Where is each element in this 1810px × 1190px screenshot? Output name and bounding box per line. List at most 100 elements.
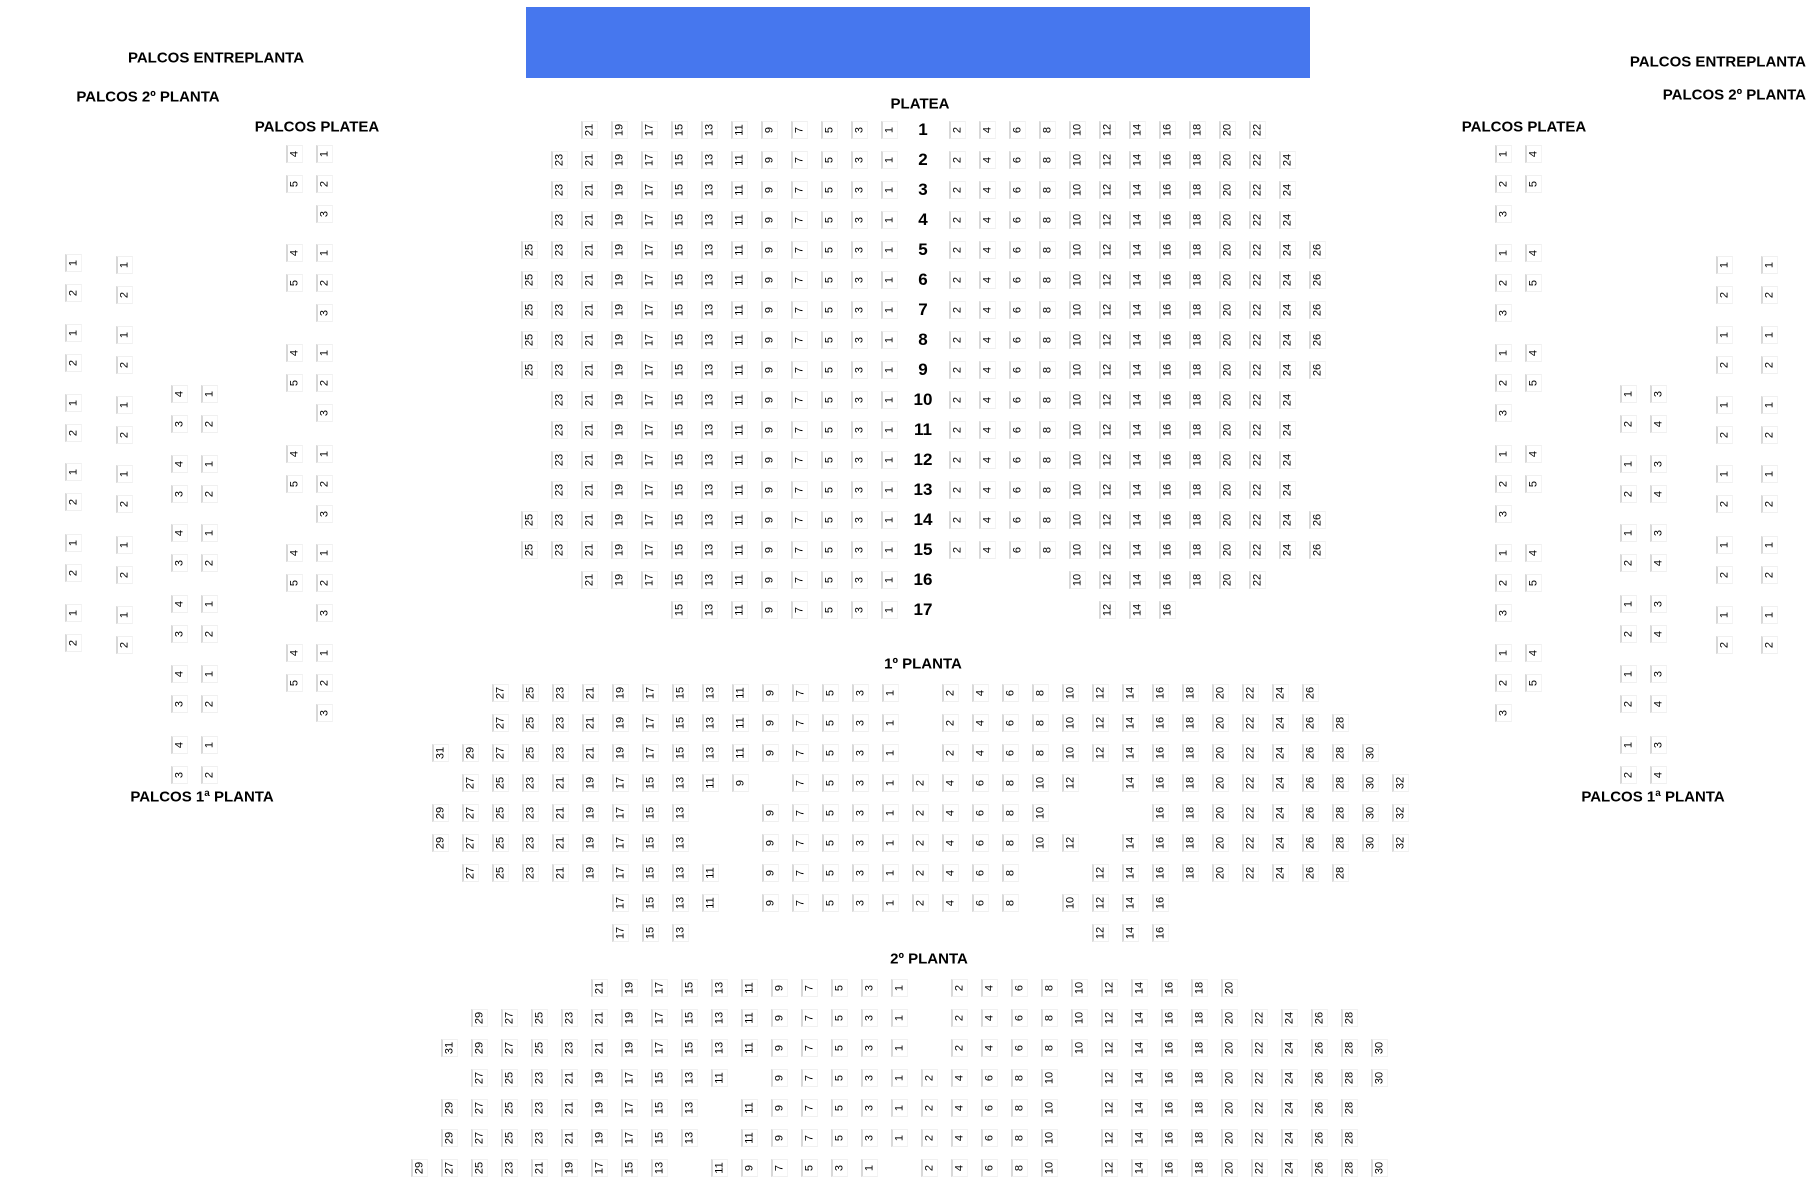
seat-planta-1-18[interactable]: 18 <box>1182 714 1199 732</box>
seat-platea-9[interactable]: 9 <box>761 421 778 439</box>
seat-palcos-2-planta-left-box5-1[interactable]: 1 <box>65 534 82 552</box>
seat-platea-12[interactable]: 12 <box>1099 241 1116 259</box>
seat-platea-11[interactable]: 11 <box>731 421 748 439</box>
seat-palcos-1-planta-right-box4-2[interactable]: 2 <box>1620 625 1637 643</box>
seat-platea-26[interactable]: 26 <box>1309 541 1326 559</box>
seat-planta-2-15[interactable]: 15 <box>651 1069 668 1087</box>
seat-platea-14[interactable]: 14 <box>1129 181 1146 199</box>
seat-platea-5[interactable]: 5 <box>821 181 838 199</box>
seat-palcos-1-planta-right-box3-1[interactable]: 1 <box>1620 524 1637 542</box>
seat-platea-15[interactable]: 15 <box>671 481 688 499</box>
seat-planta-2-15[interactable]: 15 <box>621 1159 638 1177</box>
seat-palcos-platea-left-box3-2[interactable]: 2 <box>316 374 333 392</box>
seat-planta-1-28[interactable]: 28 <box>1332 864 1349 882</box>
seat-planta-1-12[interactable]: 12 <box>1092 894 1109 912</box>
seat-planta-1-6[interactable]: 6 <box>972 804 989 822</box>
seat-planta-1-21[interactable]: 21 <box>552 804 569 822</box>
seat-planta-1-3[interactable]: 3 <box>852 804 869 822</box>
seat-planta-1-6[interactable]: 6 <box>972 894 989 912</box>
seat-planta-2-3[interactable]: 3 <box>861 1039 878 1057</box>
seat-platea-18[interactable]: 18 <box>1189 571 1206 589</box>
seat-platea-12[interactable]: 12 <box>1099 151 1116 169</box>
seat-platea-23[interactable]: 23 <box>551 181 568 199</box>
seat-planta-1-27[interactable]: 27 <box>462 834 479 852</box>
seat-planta-1-11[interactable]: 11 <box>732 684 749 702</box>
seat-platea-7[interactable]: 7 <box>791 271 808 289</box>
seat-platea-4[interactable]: 4 <box>979 301 996 319</box>
seat-platea-25[interactable]: 25 <box>521 301 538 319</box>
seat-platea-17[interactable]: 17 <box>641 151 658 169</box>
seat-platea-3[interactable]: 3 <box>851 451 868 469</box>
seat-platea-18[interactable]: 18 <box>1189 181 1206 199</box>
seat-platea-19[interactable]: 19 <box>611 211 628 229</box>
seat-planta-2-5[interactable]: 5 <box>831 979 848 997</box>
seat-platea-5[interactable]: 5 <box>821 421 838 439</box>
seat-planta-1-2[interactable]: 2 <box>942 684 959 702</box>
seat-palcos-platea-right-box1-4[interactable]: 4 <box>1525 145 1542 163</box>
seat-palcos-platea-right-box3-5[interactable]: 5 <box>1525 374 1542 392</box>
seat-palcos-platea-left-box3-4[interactable]: 4 <box>286 344 303 362</box>
seat-planta-1-14[interactable]: 14 <box>1122 714 1139 732</box>
seat-platea-17[interactable]: 17 <box>641 241 658 259</box>
seat-platea-11[interactable]: 11 <box>731 331 748 349</box>
seat-platea-10[interactable]: 10 <box>1069 391 1086 409</box>
seat-platea-7[interactable]: 7 <box>791 151 808 169</box>
seat-palcos-1-planta-left-box6-3[interactable]: 3 <box>171 766 188 784</box>
seat-planta-1-13[interactable]: 13 <box>672 894 689 912</box>
seat-platea-7[interactable]: 7 <box>791 211 808 229</box>
seat-planta-2-1[interactable]: 1 <box>891 1099 908 1117</box>
seat-planta-2-9[interactable]: 9 <box>771 1129 788 1147</box>
seat-planta-1-18[interactable]: 18 <box>1182 864 1199 882</box>
seat-planta-1-15[interactable]: 15 <box>672 684 689 702</box>
seat-planta-2-7[interactable]: 7 <box>801 1129 818 1147</box>
seat-platea-20[interactable]: 20 <box>1219 391 1236 409</box>
seat-palcos-1-planta-left-box4-4[interactable]: 4 <box>171 595 188 613</box>
seat-planta-2-5[interactable]: 5 <box>831 1129 848 1147</box>
seat-palcos-1-planta-left-box6-2[interactable]: 2 <box>201 766 218 784</box>
seat-planta-1-27[interactable]: 27 <box>462 864 479 882</box>
seat-planta-2-18[interactable]: 18 <box>1191 1009 1208 1027</box>
seat-platea-3[interactable]: 3 <box>851 421 868 439</box>
seat-planta-1-26[interactable]: 26 <box>1302 864 1319 882</box>
seat-planta-1-1[interactable]: 1 <box>882 804 899 822</box>
seat-planta-2-20[interactable]: 20 <box>1221 1039 1238 1057</box>
seat-platea-5[interactable]: 5 <box>821 391 838 409</box>
seat-planta-1-22[interactable]: 22 <box>1242 684 1259 702</box>
seat-planta-1-27[interactable]: 27 <box>492 744 509 762</box>
seat-platea-21[interactable]: 21 <box>581 211 598 229</box>
seat-platea-14[interactable]: 14 <box>1129 301 1146 319</box>
seat-palcos-1-planta-left-box1-2[interactable]: 2 <box>201 415 218 433</box>
seat-planta-2-11[interactable]: 11 <box>711 1159 728 1177</box>
seat-planta-1-7[interactable]: 7 <box>792 894 809 912</box>
seat-planta-1-13[interactable]: 13 <box>702 684 719 702</box>
seat-planta-2-17[interactable]: 17 <box>651 979 668 997</box>
seat-planta-2-19[interactable]: 19 <box>621 1009 638 1027</box>
seat-planta-1-15[interactable]: 15 <box>642 834 659 852</box>
seat-planta-1-24[interactable]: 24 <box>1272 714 1289 732</box>
seat-platea-8[interactable]: 8 <box>1039 541 1056 559</box>
seat-palcos-platea-left-box4-1[interactable]: 1 <box>316 445 333 463</box>
seat-planta-1-23[interactable]: 23 <box>522 834 539 852</box>
seat-planta-1-14[interactable]: 14 <box>1122 924 1139 942</box>
seat-palcos-1-planta-right-box3-2[interactable]: 2 <box>1620 554 1637 572</box>
seat-planta-1-1[interactable]: 1 <box>882 834 899 852</box>
seat-palcos-platea-right-box5-4[interactable]: 4 <box>1525 544 1542 562</box>
seat-palcos-entreplanta-right-box5-2[interactable]: 2 <box>1716 566 1733 584</box>
seat-palcos-1-planta-right-box5-4[interactable]: 4 <box>1650 695 1667 713</box>
seat-platea-14[interactable]: 14 <box>1129 541 1146 559</box>
seat-platea-24[interactable]: 24 <box>1279 511 1296 529</box>
seat-platea-25[interactable]: 25 <box>521 541 538 559</box>
seat-planta-1-10[interactable]: 10 <box>1062 684 1079 702</box>
seat-platea-14[interactable]: 14 <box>1129 121 1146 139</box>
seat-planta-1-3[interactable]: 3 <box>852 774 869 792</box>
seat-planta-2-5[interactable]: 5 <box>801 1159 818 1177</box>
seat-palcos-platea-left-box4-5[interactable]: 5 <box>286 475 303 493</box>
seat-platea-1[interactable]: 1 <box>881 451 898 469</box>
seat-platea-24[interactable]: 24 <box>1279 481 1296 499</box>
seat-platea-23[interactable]: 23 <box>551 481 568 499</box>
seat-platea-2[interactable]: 2 <box>949 181 966 199</box>
seat-platea-12[interactable]: 12 <box>1099 421 1116 439</box>
seat-palcos-1-planta-right-box6-3[interactable]: 3 <box>1650 736 1667 754</box>
seat-platea-11[interactable]: 11 <box>731 511 748 529</box>
seat-platea-19[interactable]: 19 <box>611 151 628 169</box>
